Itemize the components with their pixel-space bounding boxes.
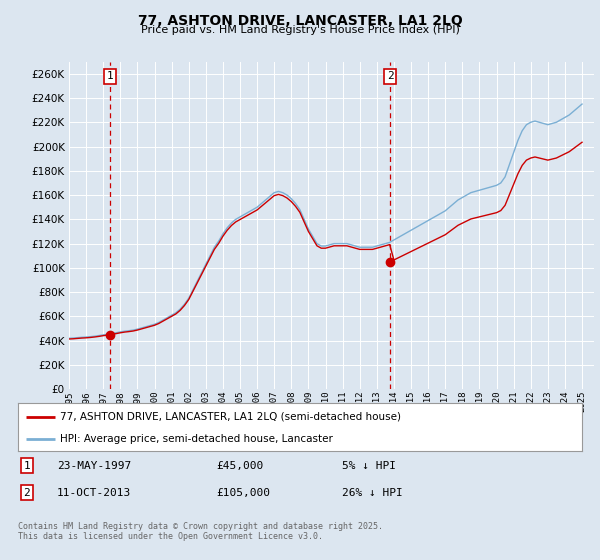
Text: 77, ASHTON DRIVE, LANCASTER, LA1 2LQ (semi-detached house): 77, ASHTON DRIVE, LANCASTER, LA1 2LQ (se… [60, 412, 401, 422]
Text: 1: 1 [106, 71, 113, 81]
Text: 1: 1 [23, 461, 31, 471]
Text: 11-OCT-2013: 11-OCT-2013 [57, 488, 131, 498]
Text: £45,000: £45,000 [216, 461, 263, 471]
Text: 2: 2 [23, 488, 31, 498]
Text: HPI: Average price, semi-detached house, Lancaster: HPI: Average price, semi-detached house,… [60, 434, 333, 444]
Text: 26% ↓ HPI: 26% ↓ HPI [342, 488, 403, 498]
Text: 77, ASHTON DRIVE, LANCASTER, LA1 2LQ: 77, ASHTON DRIVE, LANCASTER, LA1 2LQ [137, 14, 463, 28]
Text: £105,000: £105,000 [216, 488, 270, 498]
Text: 2: 2 [387, 71, 394, 81]
Text: Price paid vs. HM Land Registry's House Price Index (HPI): Price paid vs. HM Land Registry's House … [140, 25, 460, 35]
Text: Contains HM Land Registry data © Crown copyright and database right 2025.
This d: Contains HM Land Registry data © Crown c… [18, 522, 383, 542]
Text: 5% ↓ HPI: 5% ↓ HPI [342, 461, 396, 471]
Text: 23-MAY-1997: 23-MAY-1997 [57, 461, 131, 471]
